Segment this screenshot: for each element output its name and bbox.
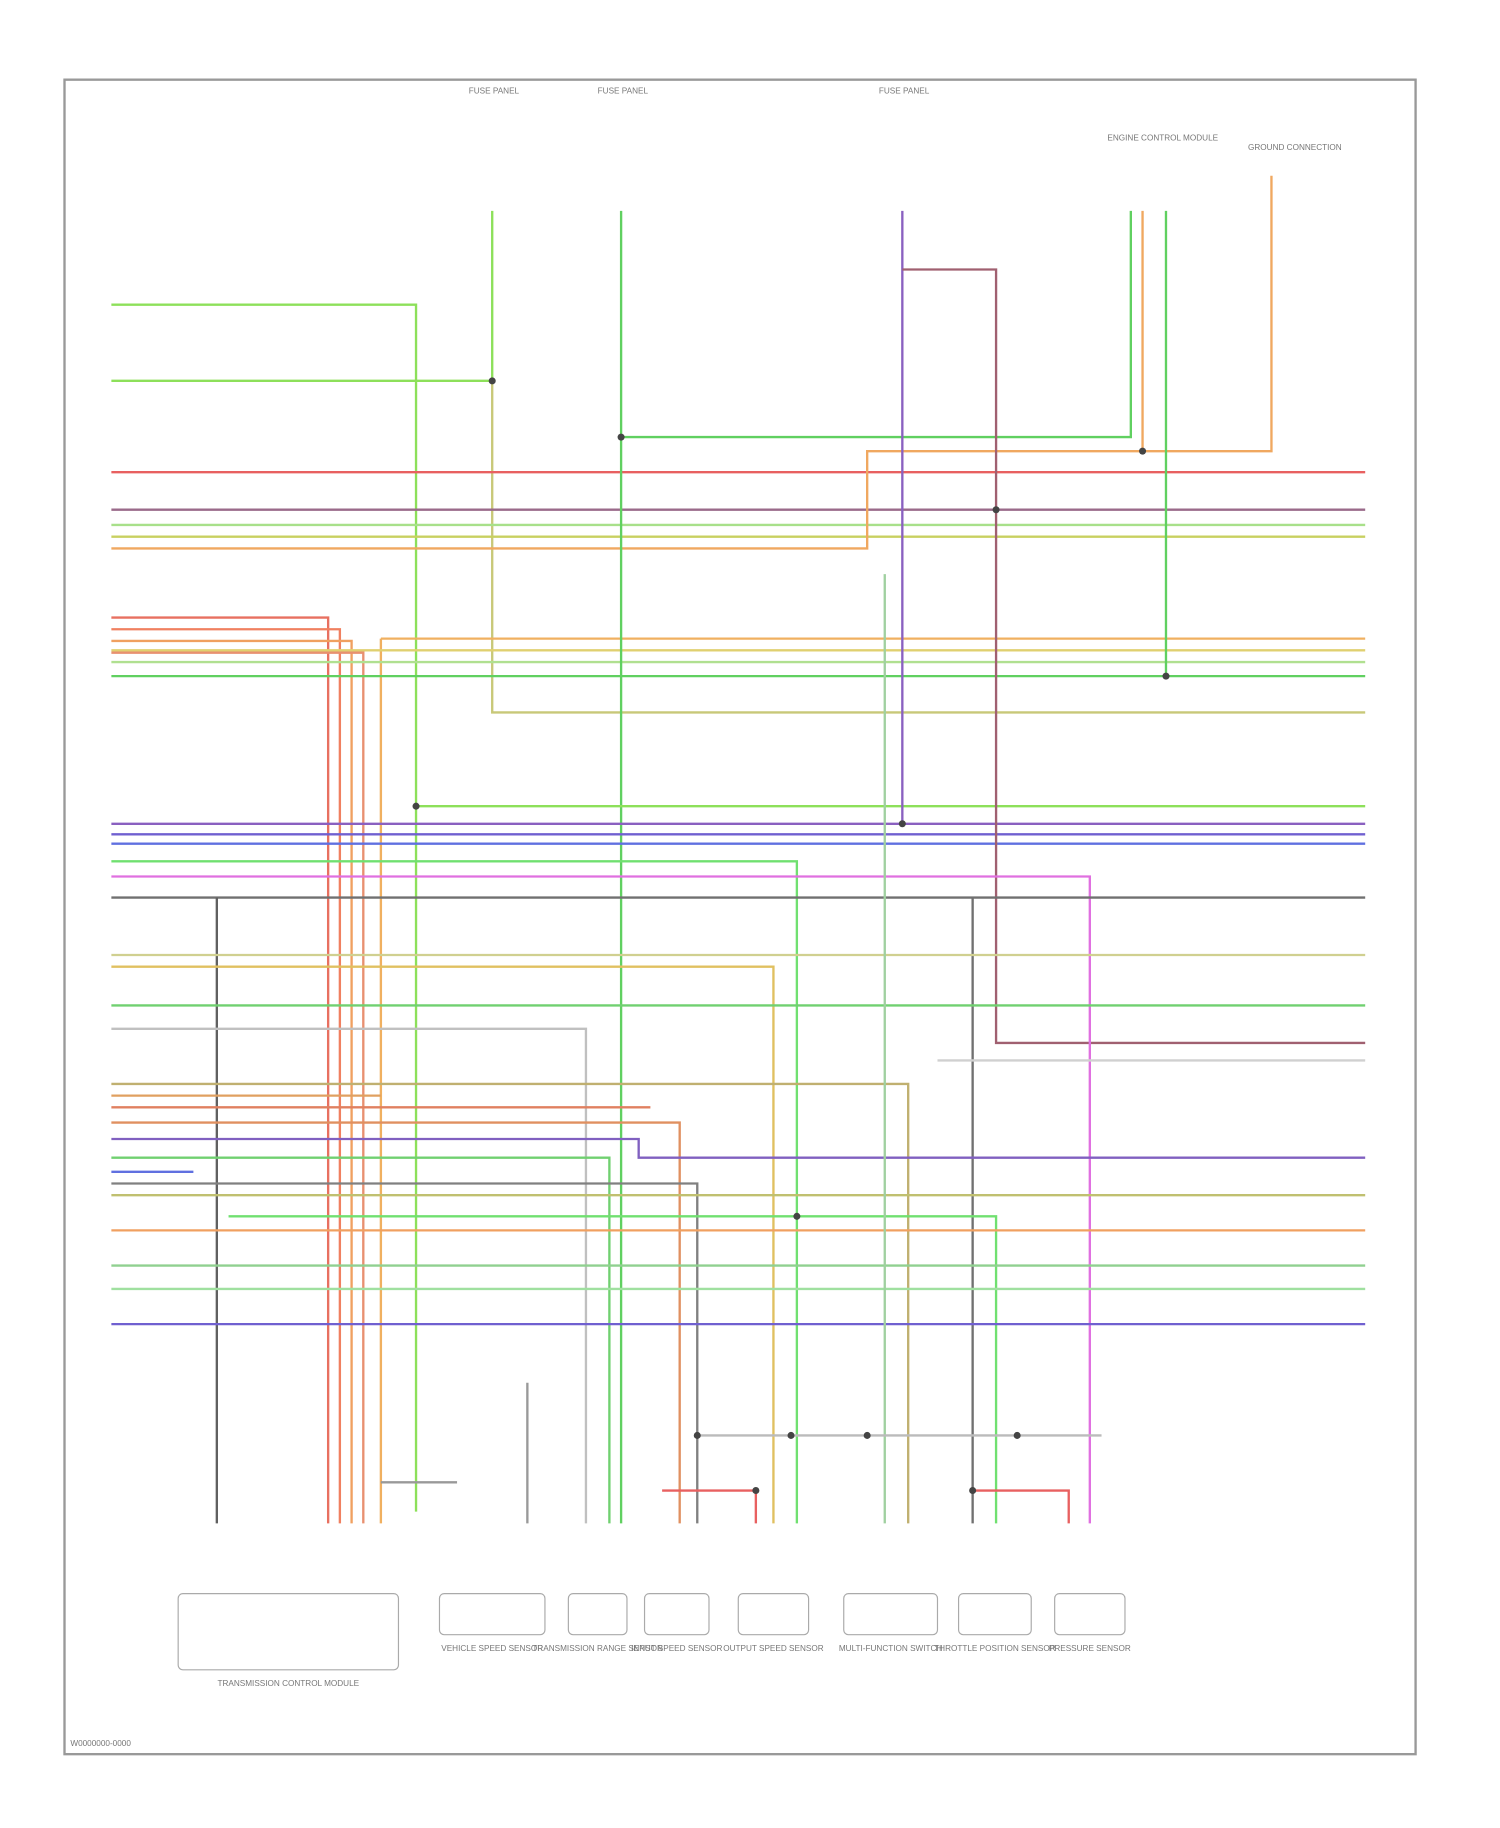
wire	[111, 1137, 1366, 1159]
wire	[111, 616, 330, 1524]
splice	[793, 1212, 801, 1220]
splice	[1162, 672, 1170, 680]
wire	[111, 1027, 588, 1524]
splice	[787, 1431, 795, 1439]
component-box	[567, 1593, 628, 1636]
wire	[111, 639, 353, 1524]
wires	[111, 175, 1366, 1524]
wire	[111, 1182, 699, 1524]
wire	[111, 628, 342, 1524]
frame	[63, 78, 1417, 1756]
top-label: FUSE PANEL	[879, 87, 930, 96]
component-label: PRESSURE SENSOR	[1049, 1644, 1131, 1653]
wire	[491, 380, 1366, 714]
component-label: THROTTLE POSITION SENSOR	[934, 1644, 1056, 1653]
component-box	[737, 1593, 810, 1636]
splice	[1013, 1431, 1021, 1439]
component-label: MULTI-FUNCTION SWITCH	[839, 1644, 943, 1653]
splice	[412, 802, 420, 810]
splice	[693, 1431, 701, 1439]
component-label: OUTPUT SPEED SENSOR	[723, 1644, 823, 1653]
component-label: VEHICLE SPEED SENSOR	[441, 1644, 543, 1653]
wire	[619, 210, 1133, 439]
component-box	[843, 1593, 939, 1636]
splice	[969, 1487, 977, 1495]
component-box	[438, 1593, 546, 1636]
footer-code: W0000000-0000	[70, 1739, 131, 1748]
wire	[111, 965, 775, 1524]
components: TRANSMISSION CONTROL MODULE VEHICLE SPEED…	[177, 1593, 1131, 1688]
splice	[752, 1487, 760, 1495]
wire	[228, 1215, 998, 1524]
splice	[992, 506, 1000, 514]
wire	[111, 1082, 910, 1524]
top-label: FUSE PANEL	[469, 87, 520, 96]
component-label: TRANSMISSION CONTROL MODULE	[217, 1679, 359, 1688]
splice	[617, 433, 625, 441]
splice	[898, 820, 906, 828]
component-label: INPUT SPEED SENSOR	[631, 1644, 722, 1653]
component-box	[643, 1593, 710, 1636]
top-label: GROUND CONNECTION	[1248, 143, 1342, 152]
component-box	[957, 1593, 1032, 1636]
wire	[111, 875, 1091, 1524]
wire	[111, 860, 799, 1524]
splice	[488, 377, 496, 385]
wire	[111, 651, 365, 1524]
top-label: ENGINE CONTROL MODULE	[1107, 134, 1218, 143]
splice	[1139, 447, 1147, 455]
component-box	[1054, 1593, 1126, 1636]
wire	[111, 303, 418, 1512]
wire	[972, 1489, 1070, 1524]
wire	[111, 1121, 681, 1524]
splice	[863, 1431, 871, 1439]
wire	[662, 1489, 758, 1524]
component-label: TRANSMISSION RANGE SENSOR	[532, 1644, 663, 1653]
wire	[111, 1156, 611, 1524]
wire	[111, 210, 494, 383]
component-box	[177, 1593, 400, 1671]
wire	[902, 268, 1366, 1045]
wire	[111, 175, 1273, 550]
top-label: FUSE PANEL	[598, 87, 649, 96]
